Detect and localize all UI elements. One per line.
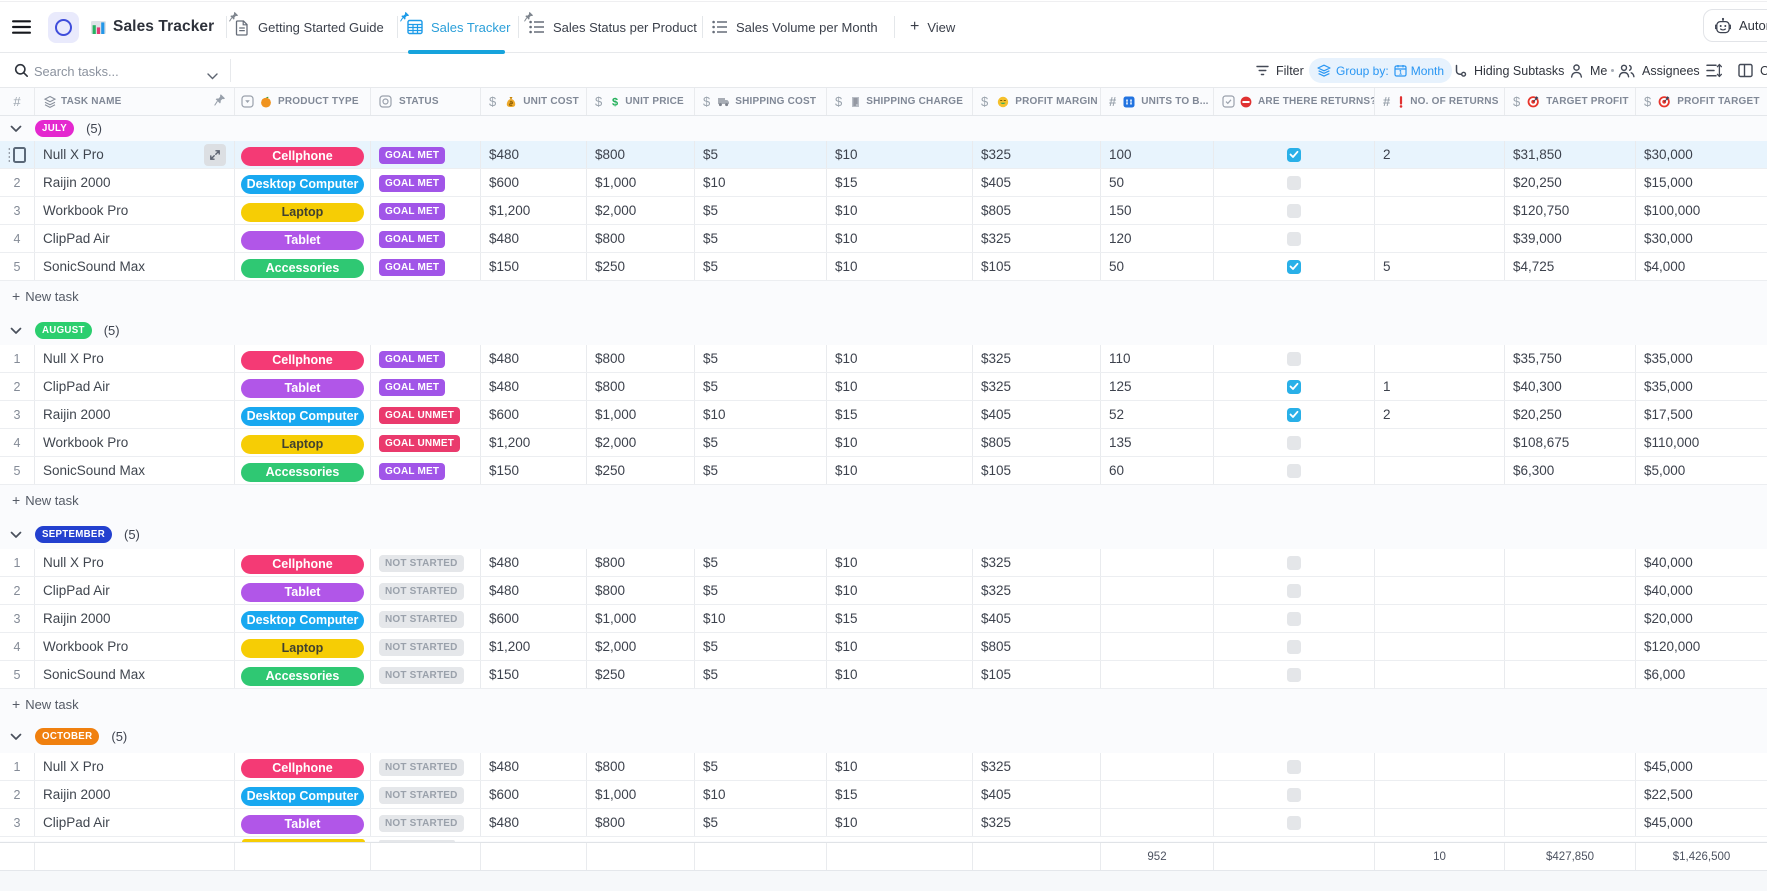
svg-text:1: 1: [1399, 70, 1403, 76]
svg-text:$: $: [612, 97, 618, 109]
